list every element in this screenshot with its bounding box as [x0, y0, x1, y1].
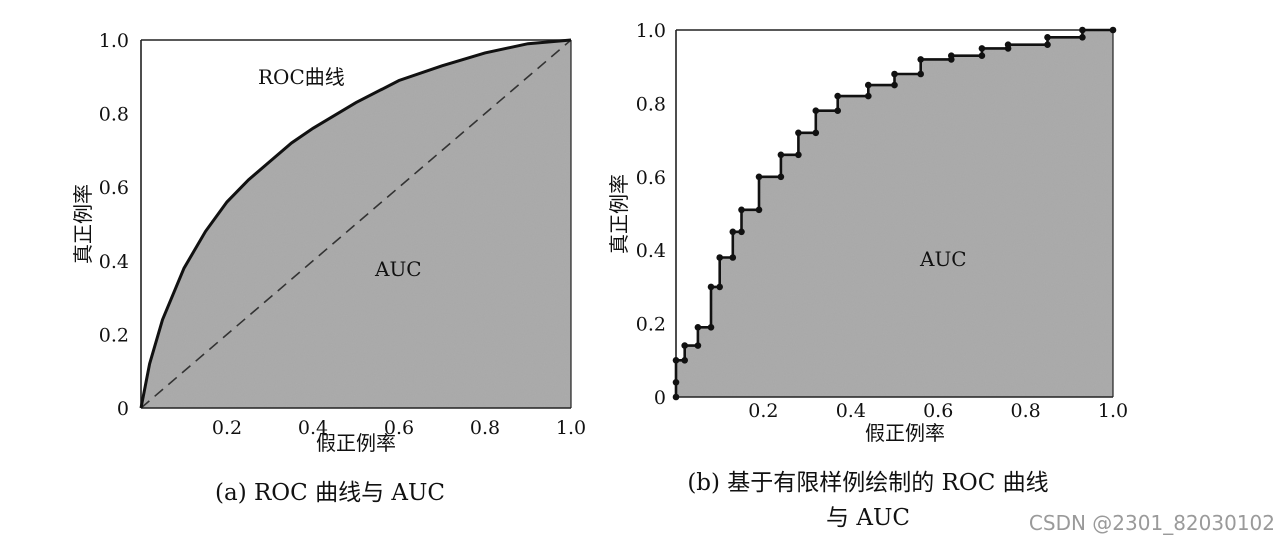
roc-point-b-10: [716, 254, 723, 261]
x-tick-a-0: 0.2: [212, 417, 242, 439]
roc-point-b-20: [795, 129, 802, 137]
roc-point-b-13: [738, 228, 745, 236]
roc-point-b-5: [694, 342, 702, 349]
x-axis-label-a: 假正例率: [316, 431, 396, 455]
roc-point-b-2: [672, 357, 680, 364]
y-tick-labels-a: 0 0.2 0.4 0.6 0.8 1.0: [99, 30, 129, 420]
roc-point-b-14: [738, 206, 745, 214]
panel-b: 0 0.2 0.4 0.6 0.8 1.0 0.2 0.4 0.6 0.8 1.0 AUC 假正例…: [607, 20, 1128, 531]
roc-point-b-16: [755, 173, 763, 181]
caption-b-line2: 与 AUC: [826, 505, 910, 531]
roc-point-b-27: [891, 81, 898, 89]
watermark: CSDN @2301_82030102: [1029, 511, 1275, 535]
y-tick-a-2: 0.4: [99, 251, 129, 273]
roc-point-b-23: [834, 107, 841, 114]
y-tick-a-0: 0: [117, 398, 129, 420]
roc-point-b-22: [812, 107, 820, 114]
y-tick-a-5: 1.0: [99, 30, 129, 52]
roc-curve-a: [139, 38, 572, 409]
roc-point-b-1: [672, 379, 680, 386]
x-tick-labels-b: 0.2 0.4 0.6 0.8 1.0: [748, 400, 1128, 422]
x-tick-b-1: 0.2: [748, 400, 778, 422]
auc-area-grain-a: [141, 40, 571, 408]
x-tick-b-3: 0.6: [923, 400, 953, 422]
roc-point-b-19: [795, 151, 802, 159]
roc-point-b-11: [729, 254, 737, 261]
roc-point-b-30: [917, 56, 924, 63]
roc-point-b-9: [716, 283, 723, 291]
roc-point-b-21: [812, 129, 820, 137]
roc-point-b-8: [707, 283, 715, 291]
x-tick-a-3: 0.8: [470, 417, 500, 439]
y-tick-b-0: 0: [654, 387, 666, 409]
x-tick-a-2: 0.6: [384, 417, 414, 439]
panel-a: 0 0.2 0.4 0.6 0.8 1.0 0.2 0.4 0.6 0.8 1.0 ROC曲线 A…: [71, 30, 586, 506]
roc-point-b-26: [865, 81, 872, 89]
roc-point-b-37: [1044, 41, 1051, 48]
x-tick-a-1: 0.4: [298, 417, 328, 439]
roc-point-b-34: [978, 45, 986, 52]
roc-point-b-39: [1079, 34, 1086, 41]
roc-point-b-29: [917, 70, 924, 78]
roc-point-b-3: [681, 357, 688, 364]
x-tick-b-4: 0.8: [1010, 400, 1040, 422]
x-tick-a-4: 1.0: [556, 417, 586, 439]
roc-point-b-7: [707, 324, 715, 331]
x-tick-b-2: 0.4: [836, 400, 866, 422]
x-axis-label-b: 假正例率: [865, 421, 945, 445]
roc-point-b-18: [777, 151, 785, 159]
roc-point-b-4: [681, 342, 688, 349]
roc-point-b-38: [1044, 34, 1051, 41]
y-axis-label-b: 真正例率: [607, 174, 631, 254]
roc-point-b-0: [672, 393, 680, 401]
roc-point-b-24: [834, 92, 841, 100]
y-axis-label-a: 真正例率: [71, 184, 95, 264]
diagonal-line-a: [140, 39, 572, 409]
roc-point-b-25: [865, 92, 872, 100]
roc-point-b-15: [755, 206, 763, 214]
auc-label-a: AUC: [374, 257, 422, 281]
roc-point-b-33: [978, 52, 986, 59]
y-tick-b-1: 0.2: [636, 314, 666, 336]
x-tick-labels-a: 0.2 0.4 0.6 0.8 1.0: [212, 417, 586, 439]
y-tick-b-4: 0.8: [636, 93, 666, 115]
y-tick-b-5: 1.0: [636, 20, 666, 42]
roc-point-b-6: [694, 324, 702, 331]
roc-point-b-12: [729, 228, 737, 236]
y-tick-a-4: 0.8: [99, 104, 129, 126]
caption-a: (a) ROC 曲线与 AUC: [215, 480, 445, 506]
y-tick-a-1: 0.2: [99, 324, 129, 346]
roc-point-b-36: [1004, 41, 1012, 48]
y-tick-labels-b: 0 0.2 0.4 0.6 0.8 1.0: [636, 20, 666, 409]
roc-point-b-32: [948, 52, 955, 59]
auc-label-b: AUC: [919, 247, 967, 271]
x-tick-b-5: 1.0: [1098, 400, 1128, 422]
roc-step-points-b: [672, 26, 1117, 401]
roc-point-b-40: [1079, 26, 1086, 34]
y-tick-a-3: 0.6: [99, 177, 129, 199]
above-curve-b: [676, 30, 1113, 397]
caption-b-line1: (b) 基于有限样例绘制的 ROC 曲线: [687, 470, 1048, 496]
roc-curve-label: ROC曲线: [258, 65, 345, 89]
y-tick-b-3: 0.6: [636, 167, 666, 189]
roc-point-b-17: [777, 173, 785, 181]
y-tick-b-2: 0.4: [636, 240, 666, 262]
roc-point-b-41: [1109, 26, 1117, 34]
roc-point-b-28: [891, 70, 898, 78]
